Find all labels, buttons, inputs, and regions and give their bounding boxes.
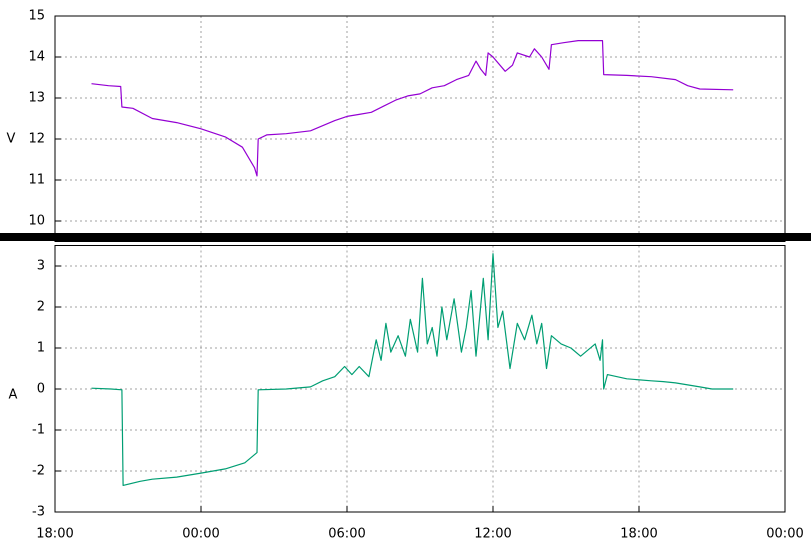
plot-frame bbox=[54, 245, 786, 513]
y-tick-label: 13 bbox=[28, 91, 45, 106]
y-tick-label: 10 bbox=[28, 214, 45, 229]
x-tick-label: 00:00 bbox=[182, 527, 219, 542]
panel-divider bbox=[0, 233, 811, 241]
y-tick-label: 3 bbox=[37, 259, 45, 274]
y-tick-label: 0 bbox=[37, 382, 45, 397]
plot-frame bbox=[54, 15, 786, 242]
y-tick-label: 2 bbox=[37, 300, 45, 315]
y-axis-label: A bbox=[9, 388, 18, 403]
y-tick-label: 1 bbox=[37, 341, 45, 356]
y-tick-label: -1 bbox=[32, 423, 45, 438]
y-axis-label: V bbox=[7, 132, 16, 147]
x-tick-label: 18:00 bbox=[620, 527, 657, 542]
y-tick-label: -3 bbox=[32, 505, 45, 520]
y-tick-label: -2 bbox=[32, 464, 45, 479]
y-tick-label: 14 bbox=[28, 50, 45, 65]
data-line bbox=[91, 253, 734, 486]
y-tick-label: 15 bbox=[28, 9, 45, 24]
x-tick-label: 00:00 bbox=[766, 527, 803, 542]
y-tick-label: 11 bbox=[28, 173, 45, 188]
y-tick-label: 12 bbox=[28, 132, 45, 147]
x-tick-label: 18:00 bbox=[36, 527, 73, 542]
data-line bbox=[91, 40, 734, 177]
x-tick-label: 06:00 bbox=[328, 527, 365, 542]
x-tick-label: 12:00 bbox=[474, 527, 511, 542]
